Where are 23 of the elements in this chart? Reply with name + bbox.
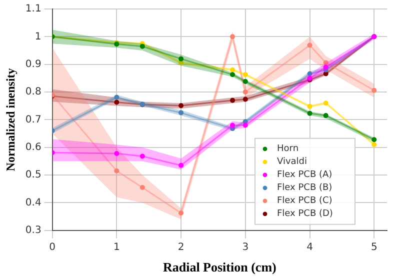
y-axis-title: Normalized inensity xyxy=(3,68,18,172)
y-tick-label: 0.4 xyxy=(25,197,42,208)
legend-label: Flex PCB (B) xyxy=(277,183,332,194)
x-axis-title: Radial Position (cm) xyxy=(162,260,276,275)
x-tick-label: 2 xyxy=(178,242,184,253)
legend-label: Flex PCB (D) xyxy=(277,209,333,220)
legend-label: Vivaldi xyxy=(277,157,308,168)
y-tick-label: 1.1 xyxy=(25,4,42,15)
y-tick-label: 0.6 xyxy=(25,142,42,153)
x-tick-label: 1 xyxy=(113,242,120,253)
x-tick-label: 3 xyxy=(242,242,249,253)
legend-label: Flex PCB (A) xyxy=(277,170,332,180)
x-tick-label: 4 xyxy=(306,242,313,253)
y-tick-label: 0.9 xyxy=(25,58,42,70)
y-tick-label: 0.3 xyxy=(25,224,42,236)
y-tick-label: 0.7 xyxy=(25,114,42,126)
y-tick-label: 0.5 xyxy=(25,170,42,181)
x-tick-label: 5 xyxy=(370,242,378,253)
x-tick-label: 0 xyxy=(49,242,56,253)
y-tick-label: 0.8 xyxy=(25,86,42,98)
legend-label: Flex PCB (C) xyxy=(277,196,332,206)
legend-label: Horn xyxy=(277,144,299,154)
y-tick-label: 1 xyxy=(34,31,42,42)
